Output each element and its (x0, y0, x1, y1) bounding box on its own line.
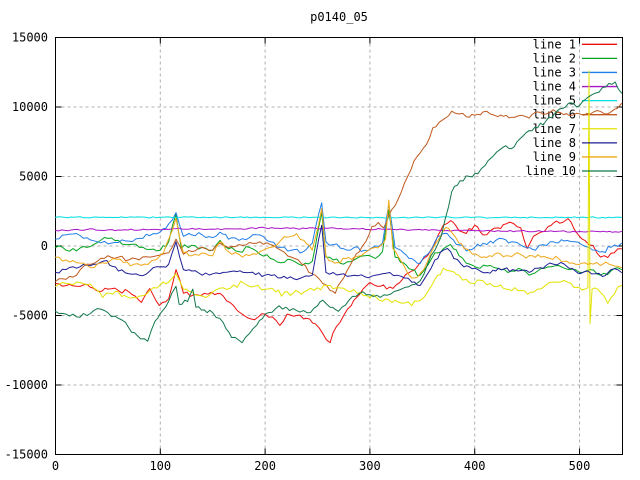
x-tick-label-500: 500 (569, 459, 591, 473)
legend-label-line-1: line 1 (533, 37, 576, 51)
x-tick-label-100: 100 (149, 459, 171, 473)
x-tick-label-200: 200 (254, 459, 276, 473)
y-tick-label-5000: 5000 (19, 170, 48, 184)
series-line-7 (55, 70, 622, 325)
chart-title: p0140_05 (310, 10, 368, 24)
y-tick-label--15000: -15000 (5, 448, 48, 462)
series-line-10 (55, 81, 622, 344)
series-line-5 (55, 216, 622, 219)
plot-border (55, 37, 623, 455)
y-tick-label-0: 0 (41, 239, 48, 253)
legend-label-line-8: line 8 (533, 136, 576, 150)
legend-label-line-4: line 4 (533, 80, 576, 94)
x-tick-label-0: 0 (52, 459, 59, 473)
x-tick-label-400: 400 (464, 459, 486, 473)
x-tick-label-300: 300 (359, 459, 381, 473)
series-line-2 (55, 209, 622, 276)
legend-label-line-10: line 10 (525, 164, 576, 178)
y-tick-label--10000: -10000 (5, 378, 48, 392)
y-tick-label-15000: 15000 (12, 31, 48, 45)
legend-label-line-2: line 2 (533, 51, 576, 65)
series-line-6 (55, 103, 622, 294)
series-line-1 (55, 218, 622, 344)
y-tick-label--5000: -5000 (12, 309, 48, 323)
series-line-3 (55, 202, 622, 264)
series-line-4 (55, 226, 622, 233)
y-tick-label-10000: 10000 (12, 100, 48, 114)
legend-label-line-3: line 3 (533, 65, 576, 79)
legend-label-line-5: line 5 (533, 94, 576, 108)
series-line-9 (55, 199, 622, 279)
legend-label-line-7: line 7 (533, 122, 576, 136)
series-line-8 (55, 224, 622, 286)
legend-label-line-9: line 9 (533, 150, 576, 164)
